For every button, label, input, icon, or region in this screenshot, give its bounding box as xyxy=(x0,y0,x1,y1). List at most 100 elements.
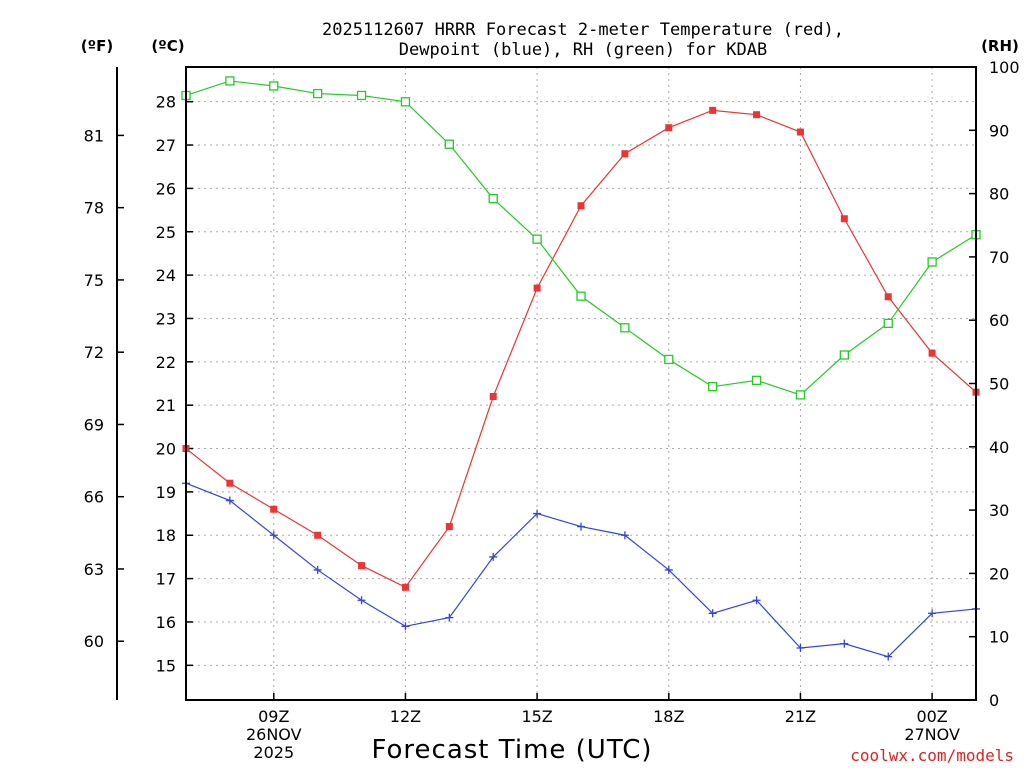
dewpoint-point xyxy=(620,531,629,540)
rh-point xyxy=(225,76,235,86)
celsius-axis-unit: (ºC) xyxy=(151,37,184,55)
gridlines xyxy=(186,67,976,700)
celsius-tick-label: 21 xyxy=(156,396,176,415)
celsius-tick-label: 24 xyxy=(156,266,176,285)
x-axis-label: Forecast Time (UTC) xyxy=(371,735,652,765)
temperature-point xyxy=(270,505,278,513)
dewpoint-point xyxy=(225,496,234,505)
time-tick-label: 2025 xyxy=(253,743,294,762)
dewpoint-point xyxy=(269,531,278,540)
rh-point xyxy=(751,375,762,385)
celsius-tick-label: 16 xyxy=(156,613,176,632)
celsius-tick-label: 23 xyxy=(156,309,176,328)
fahrenheit-tick-label: 72 xyxy=(84,343,104,362)
temperature-point xyxy=(840,215,848,223)
rh-point xyxy=(269,81,279,91)
time-tick-label: 09Z xyxy=(258,707,289,726)
rh-point xyxy=(444,139,454,149)
dewpoint-point xyxy=(708,609,717,618)
temperature-point xyxy=(796,128,804,136)
fahrenheit-tick-label: 81 xyxy=(84,126,104,145)
fahrenheit-tick-label: 63 xyxy=(84,560,104,579)
temperature-point xyxy=(533,284,541,292)
fahrenheit-tick-label: 75 xyxy=(84,271,104,290)
time-tick-label: 21Z xyxy=(785,707,816,726)
time-tick-label: 00Z xyxy=(916,707,947,726)
rh-point xyxy=(795,390,806,400)
rh-tick-label: 70 xyxy=(989,248,1009,267)
dewpoint-point xyxy=(313,565,322,574)
dewpoint-point xyxy=(489,552,498,561)
fahrenheit-tick-label: 60 xyxy=(84,632,104,651)
dewpoint-point xyxy=(796,643,805,652)
rh-series xyxy=(181,76,981,400)
rh-tick-label: 40 xyxy=(989,438,1009,457)
dewpoint-point xyxy=(401,622,410,631)
rh-tick-label: 20 xyxy=(989,564,1009,583)
fahrenheit-tick-label: 69 xyxy=(84,415,104,434)
rh-tick-label: 100 xyxy=(989,58,1020,77)
celsius-axis: 15 16 17 18 19 20 21 22 23 24 25 26 27 28 xyxy=(156,93,193,675)
celsius-tick-label: 27 xyxy=(156,136,176,155)
data-series xyxy=(181,76,981,661)
chart-title-line-1: 2025112607 HRRR Forecast 2-meter Tempera… xyxy=(322,20,844,40)
rh-point xyxy=(620,323,630,333)
rh-axis-unit: (RH) xyxy=(981,37,1019,55)
dewpoint-point xyxy=(445,613,454,622)
rh-axis: 0 10 20 30 40 50 60 70 80 90 100 xyxy=(969,58,1020,710)
time-tick-label: 27NOV xyxy=(904,725,960,744)
temperature-point xyxy=(884,293,892,301)
celsius-tick-label: 26 xyxy=(156,179,176,198)
plot-frame xyxy=(185,66,977,701)
dewpoint-point xyxy=(664,565,673,574)
celsius-tick-label: 25 xyxy=(156,223,176,242)
rh-tick-label: 80 xyxy=(989,185,1009,204)
dewpoint-point xyxy=(884,652,893,661)
temperature-line xyxy=(185,109,977,589)
rh-point xyxy=(839,350,849,360)
celsius-tick-label: 15 xyxy=(156,656,176,675)
rh-line xyxy=(185,80,977,396)
fahrenheit-tick-label: 78 xyxy=(84,199,104,218)
rh-point xyxy=(532,234,542,244)
rh-tick-label: 0 xyxy=(989,691,999,710)
temperature-point xyxy=(226,479,234,487)
rh-tick-label: 30 xyxy=(989,501,1009,520)
dewpoint-point xyxy=(928,609,937,618)
fahrenheit-tick-label: 66 xyxy=(84,488,104,507)
rh-point xyxy=(488,194,498,204)
temperature-point xyxy=(314,531,322,539)
rh-point xyxy=(313,88,323,99)
celsius-tick-label: 22 xyxy=(156,353,176,372)
dewpoint-point xyxy=(577,522,585,531)
temperature-point xyxy=(489,393,497,401)
dewpoint-point xyxy=(357,596,366,605)
celsius-tick-label: 19 xyxy=(156,483,176,502)
rh-point xyxy=(664,354,674,365)
chart-title-line-2: Dewpoint (blue), RH (green) for KDAB xyxy=(399,40,767,60)
rh-point xyxy=(883,318,893,329)
rh-tick-label: 10 xyxy=(989,628,1009,647)
rh-point xyxy=(927,257,937,267)
fahrenheit-axis: 60 63 66 69 72 75 78 81 xyxy=(84,126,124,651)
temperature-point xyxy=(753,111,761,119)
time-tick-label: 12Z xyxy=(390,707,421,726)
rh-point xyxy=(400,97,411,107)
dewpoint-line xyxy=(185,482,977,658)
time-tick-label: 26NOV xyxy=(246,725,302,744)
celsius-tick-label: 18 xyxy=(156,526,176,545)
time-tick-label: 15Z xyxy=(521,707,552,726)
temperature-point xyxy=(665,124,673,132)
temperature-point xyxy=(577,202,585,210)
rh-point xyxy=(356,90,367,101)
rh-point xyxy=(708,382,718,392)
celsius-tick-label: 20 xyxy=(156,440,176,459)
temperature-point xyxy=(928,349,936,357)
dewpoint-point xyxy=(752,596,761,605)
temperature-point xyxy=(358,562,366,570)
rh-tick-label: 90 xyxy=(989,121,1009,140)
temperature-series xyxy=(182,106,980,591)
celsius-tick-label: 17 xyxy=(156,570,176,589)
